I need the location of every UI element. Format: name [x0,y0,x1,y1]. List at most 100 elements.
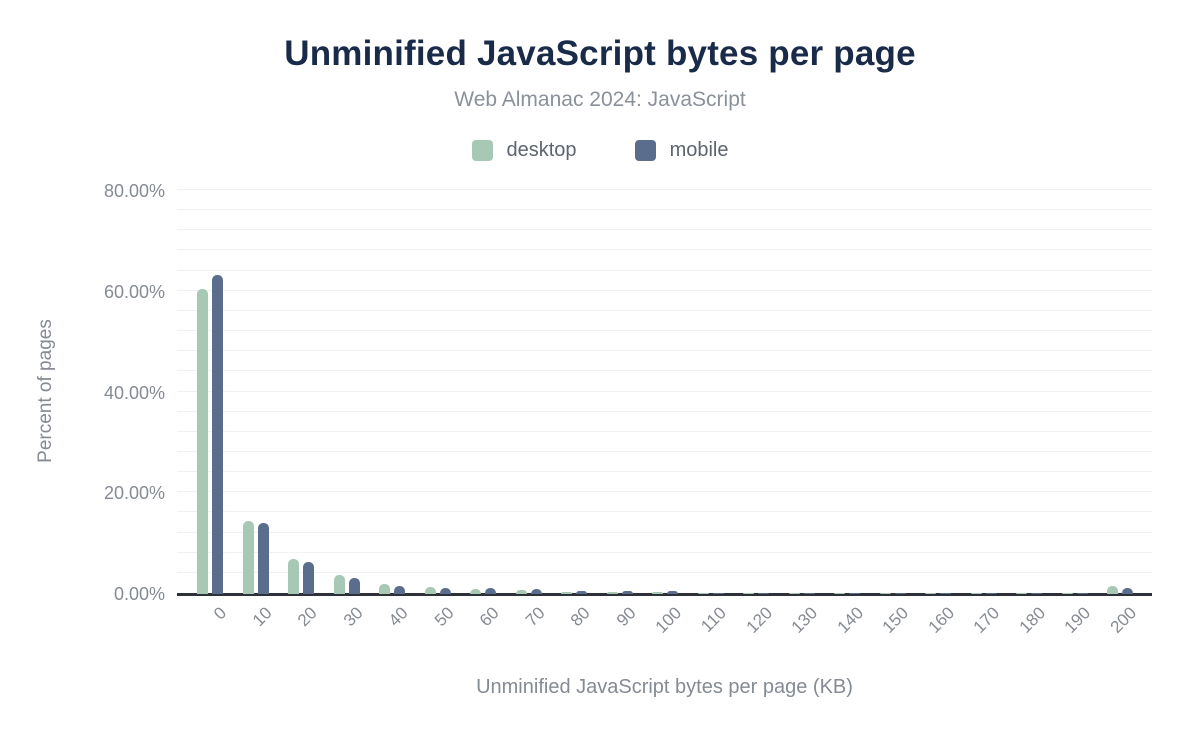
bar-desktop-40 [379,583,390,594]
gridline [177,289,1152,291]
bar-mobile-160 [940,592,951,594]
plot-area: 0 10 20 30 40 50 60 70 80 90 100 110 120 130 140 150 160… [177,189,1152,637]
bar-group-160 [925,592,952,594]
bar-mobile-150 [894,592,906,594]
bar-desktop-190 [1061,592,1073,594]
bar-group-20 [288,559,315,594]
y-axis-tick-label: 0.00% [113,584,165,604]
bar-mobile-130 [803,592,815,594]
bar-group-180 [1016,592,1043,594]
y-axis-tick-label: 60.00% [103,281,165,302]
bar-group-40 [379,583,406,594]
gridline [177,309,1152,311]
legend-item-mobile: mobile [634,139,728,162]
gridline [177,471,1152,473]
bar-mobile-180 [1031,592,1042,594]
bar-group-30 [333,574,360,594]
bar-desktop-110 [697,592,709,594]
bar-group-60 [470,587,497,594]
legend-item-desktop: desktop [471,139,577,162]
gridline [177,450,1152,452]
bar-group-70 [515,589,542,594]
x-axis-label: 160 [924,603,958,637]
gridline [177,531,1152,533]
bar-mobile-100 [667,591,678,594]
gridline [177,269,1152,271]
bar-desktop-90 [606,592,618,594]
x-axis-label: 70 [521,603,549,631]
gridline [177,551,1152,553]
bar-group-200 [1107,585,1134,594]
bar-desktop-60 [470,588,481,594]
x-axis-label: 50 [430,603,458,631]
gridline [177,350,1152,352]
bar-mobile-90 [621,591,633,594]
chart-title: Unminified JavaScript bytes per page [284,34,916,73]
bar-desktop-80 [561,591,572,594]
bar-desktop-70 [515,590,527,594]
bar-group-50 [424,586,451,594]
bar-group-120 [743,592,770,594]
gridline [177,249,1152,251]
x-axis-label: 130 [787,603,822,637]
bar-mobile-110 [712,592,724,594]
x-axis-label: 80 [566,603,594,631]
x-axis-label: 190 [1060,603,1095,637]
bar-desktop-160 [925,592,936,594]
x-axis-label: 60 [475,603,503,631]
bar-mobile-80 [576,590,587,594]
bar-mobile-30 [348,577,360,594]
bar-group-170 [970,592,997,594]
x-axis-label: 40 [384,603,412,631]
bar-group-110 [697,592,724,594]
y-axis-tick-label: 40.00% [103,382,165,403]
gridline [177,229,1152,231]
x-axis-label: 170 [969,603,1004,637]
x-axis-label: 150 [878,603,913,637]
gridline [177,370,1152,372]
bar-mobile-190 [1076,592,1088,594]
bar-group-190 [1061,592,1088,594]
y-axis-tick-label: 80.00% [103,181,165,201]
bar-mobile-140 [849,592,860,594]
gridline [177,189,1152,190]
bar-desktop-10 [242,521,254,594]
bar-mobile-0 [212,274,223,594]
bar-group-90 [606,591,633,594]
x-axis-label: 30 [339,603,367,631]
bar-desktop-140 [834,592,845,594]
bar-mobile-40 [394,585,405,594]
gridline [177,390,1152,392]
bar-group-10 [242,521,269,594]
bar-desktop-20 [288,559,299,594]
bar-group-0 [197,274,224,594]
x-axis-label: 180 [1015,603,1049,637]
gridline [177,410,1152,412]
gridline [177,511,1152,513]
gridline [177,209,1152,211]
legend-swatch-mobile [634,140,656,161]
bar-mobile-60 [485,587,496,594]
gridline [177,430,1152,432]
bar-group-80 [561,590,588,594]
legend-swatch-desktop [471,140,493,161]
bar-desktop-130 [788,592,800,594]
bar-desktop-180 [1016,592,1027,594]
bar-mobile-120 [758,592,769,594]
bar-group-100 [652,591,679,594]
bar-mobile-50 [439,587,451,594]
gridline [177,330,1152,332]
x-axis-label: 90 [612,603,640,631]
bar-group-130 [788,592,815,594]
chart-subtitle: Web Almanac 2024: JavaScript [454,88,746,111]
bar-desktop-100 [652,591,663,594]
x-axis-label: 20 [293,603,321,631]
x-axis-label: 10 [248,603,276,631]
bar-desktop-200 [1107,585,1118,594]
bar-desktop-150 [879,592,891,594]
bar-mobile-170 [985,592,997,594]
bar-desktop-120 [743,592,754,594]
gridline [177,571,1152,573]
x-axis-label: 0 [209,603,230,624]
x-axis-label: 100 [651,603,685,637]
